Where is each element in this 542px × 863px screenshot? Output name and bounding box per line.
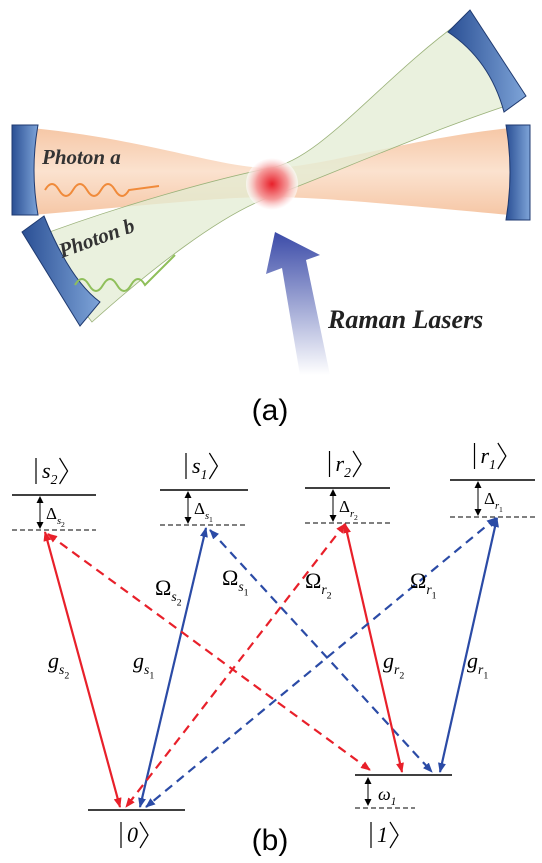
- coupling-label: gs2: [48, 648, 69, 682]
- detuning-label-part: 1: [391, 796, 397, 808]
- figure: Photon a Photon b Raman Lasers (a) (b) s…: [0, 0, 542, 863]
- panel-a: Photon a Photon b Raman Lasers (a): [12, 10, 530, 427]
- mirror: [12, 125, 38, 215]
- detuning-label-part: ω: [378, 784, 391, 804]
- detuning-label-part: Δ: [46, 504, 57, 523]
- level-label-part: 1: [489, 457, 496, 472]
- coupling-label-part: 1: [149, 671, 154, 682]
- ket-angle: [390, 822, 398, 848]
- level-label-part: 0: [127, 822, 138, 847]
- level-label: s1: [192, 453, 207, 482]
- coupling-label-part: g: [383, 648, 394, 673]
- detuning-label: Δs1: [194, 499, 213, 524]
- detuning-label-part: Δ: [194, 499, 205, 518]
- coupling-label-part: g: [133, 648, 144, 673]
- coupling-label-part: g: [467, 648, 478, 673]
- level-label-part: 2: [344, 465, 351, 480]
- detuning-label: Δr2: [339, 497, 358, 522]
- detuning-label: Δs2: [46, 504, 65, 529]
- atom-cloud: [246, 158, 298, 210]
- detuning-label-part: Δ: [484, 489, 495, 508]
- detuning-label-part: 1: [209, 515, 213, 524]
- level-label-part: 1: [377, 822, 388, 847]
- coupling-label-part: Ω: [155, 575, 171, 600]
- ket-angle: [140, 822, 148, 848]
- coupling-label-part: 1: [244, 588, 249, 599]
- coupling-label: Ωr2: [305, 568, 332, 602]
- level-label-part: 1: [201, 467, 208, 482]
- photon-a-label: Photon a: [41, 145, 121, 169]
- ket-angle: [60, 458, 68, 484]
- coupling-label-part: 2: [177, 598, 182, 609]
- level-label: 0: [127, 822, 138, 847]
- coupling-label-part: g: [48, 648, 59, 673]
- mirror: [506, 125, 530, 220]
- coupling-label-part: 1: [483, 671, 488, 682]
- level-label-part: s: [42, 458, 51, 483]
- level-label-part: s: [192, 453, 201, 478]
- level-label: r1: [481, 443, 496, 472]
- coupling-label: Ωr1: [410, 568, 437, 602]
- caption: (b): [252, 824, 289, 857]
- coupling-label-part: Ω: [222, 565, 238, 590]
- detuning-label: ω1: [378, 784, 396, 808]
- level-label: r2: [336, 451, 352, 480]
- coupling-label-part: Ω: [305, 568, 321, 593]
- coupling-label: gs1: [133, 648, 154, 682]
- coupling-label: gr1: [467, 648, 488, 682]
- caption: (a): [252, 394, 289, 427]
- ket-angle: [498, 443, 506, 469]
- coupling-label: Ωs2: [155, 575, 182, 609]
- transition-arrow: [210, 530, 432, 772]
- level-label-part: 2: [51, 472, 58, 487]
- coupling-label: gr2: [383, 648, 404, 682]
- detuning-label-part: 1: [499, 505, 503, 514]
- coupling-label-part: 2: [64, 671, 69, 682]
- detuning-label-part: Δ: [339, 497, 350, 516]
- laser-arrow: [266, 232, 330, 375]
- coupling-label-part: Ω: [410, 568, 426, 593]
- level-label: 1: [377, 822, 388, 847]
- coupling-label: Ωs1: [222, 565, 249, 599]
- ket-angle: [353, 451, 361, 477]
- coupling-label-part: 2: [399, 671, 404, 682]
- transition-arrow: [140, 528, 206, 807]
- ket-angle: [209, 453, 217, 479]
- coupling-label-part: 2: [327, 591, 332, 602]
- detuning-label-part: 2: [61, 520, 65, 529]
- panel-b: (b) s2Δs2s1Δs1r2Δr2r1Δr10ω11gs2gs1Ωs2Ωs1…: [12, 443, 535, 857]
- coupling-label-part: 1: [432, 591, 437, 602]
- detuning-label-part: 2: [354, 513, 358, 522]
- detuning-label: Δr1: [484, 489, 503, 514]
- lasers-label: Raman Lasers: [327, 305, 483, 334]
- level-label: s2: [42, 458, 58, 487]
